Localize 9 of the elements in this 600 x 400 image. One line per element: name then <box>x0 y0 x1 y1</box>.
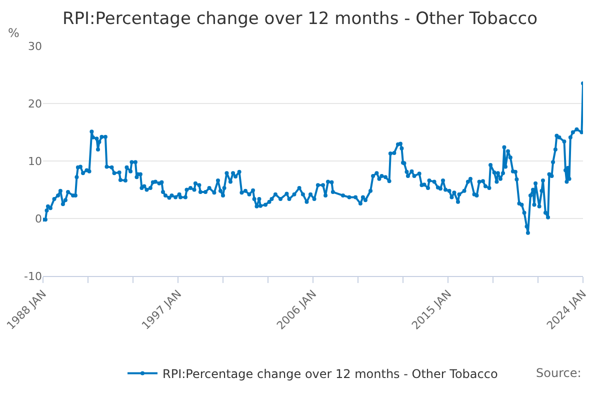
y-tick-label: 30 <box>28 40 42 53</box>
y-tick-label: -10 <box>24 270 42 283</box>
y-tick-label: 20 <box>28 97 42 110</box>
source-note: Source: <box>536 366 582 380</box>
y-tick-label: 0 <box>35 212 42 226</box>
y-axis-title: % <box>8 26 20 40</box>
y-tick-label: 10 <box>28 154 42 168</box>
chart-title: RPI:Percentage change over 12 months - Other Tobacco <box>62 8 538 29</box>
legend-label: RPI:Percentage change over 12 months - Other Tobacco <box>162 366 498 381</box>
